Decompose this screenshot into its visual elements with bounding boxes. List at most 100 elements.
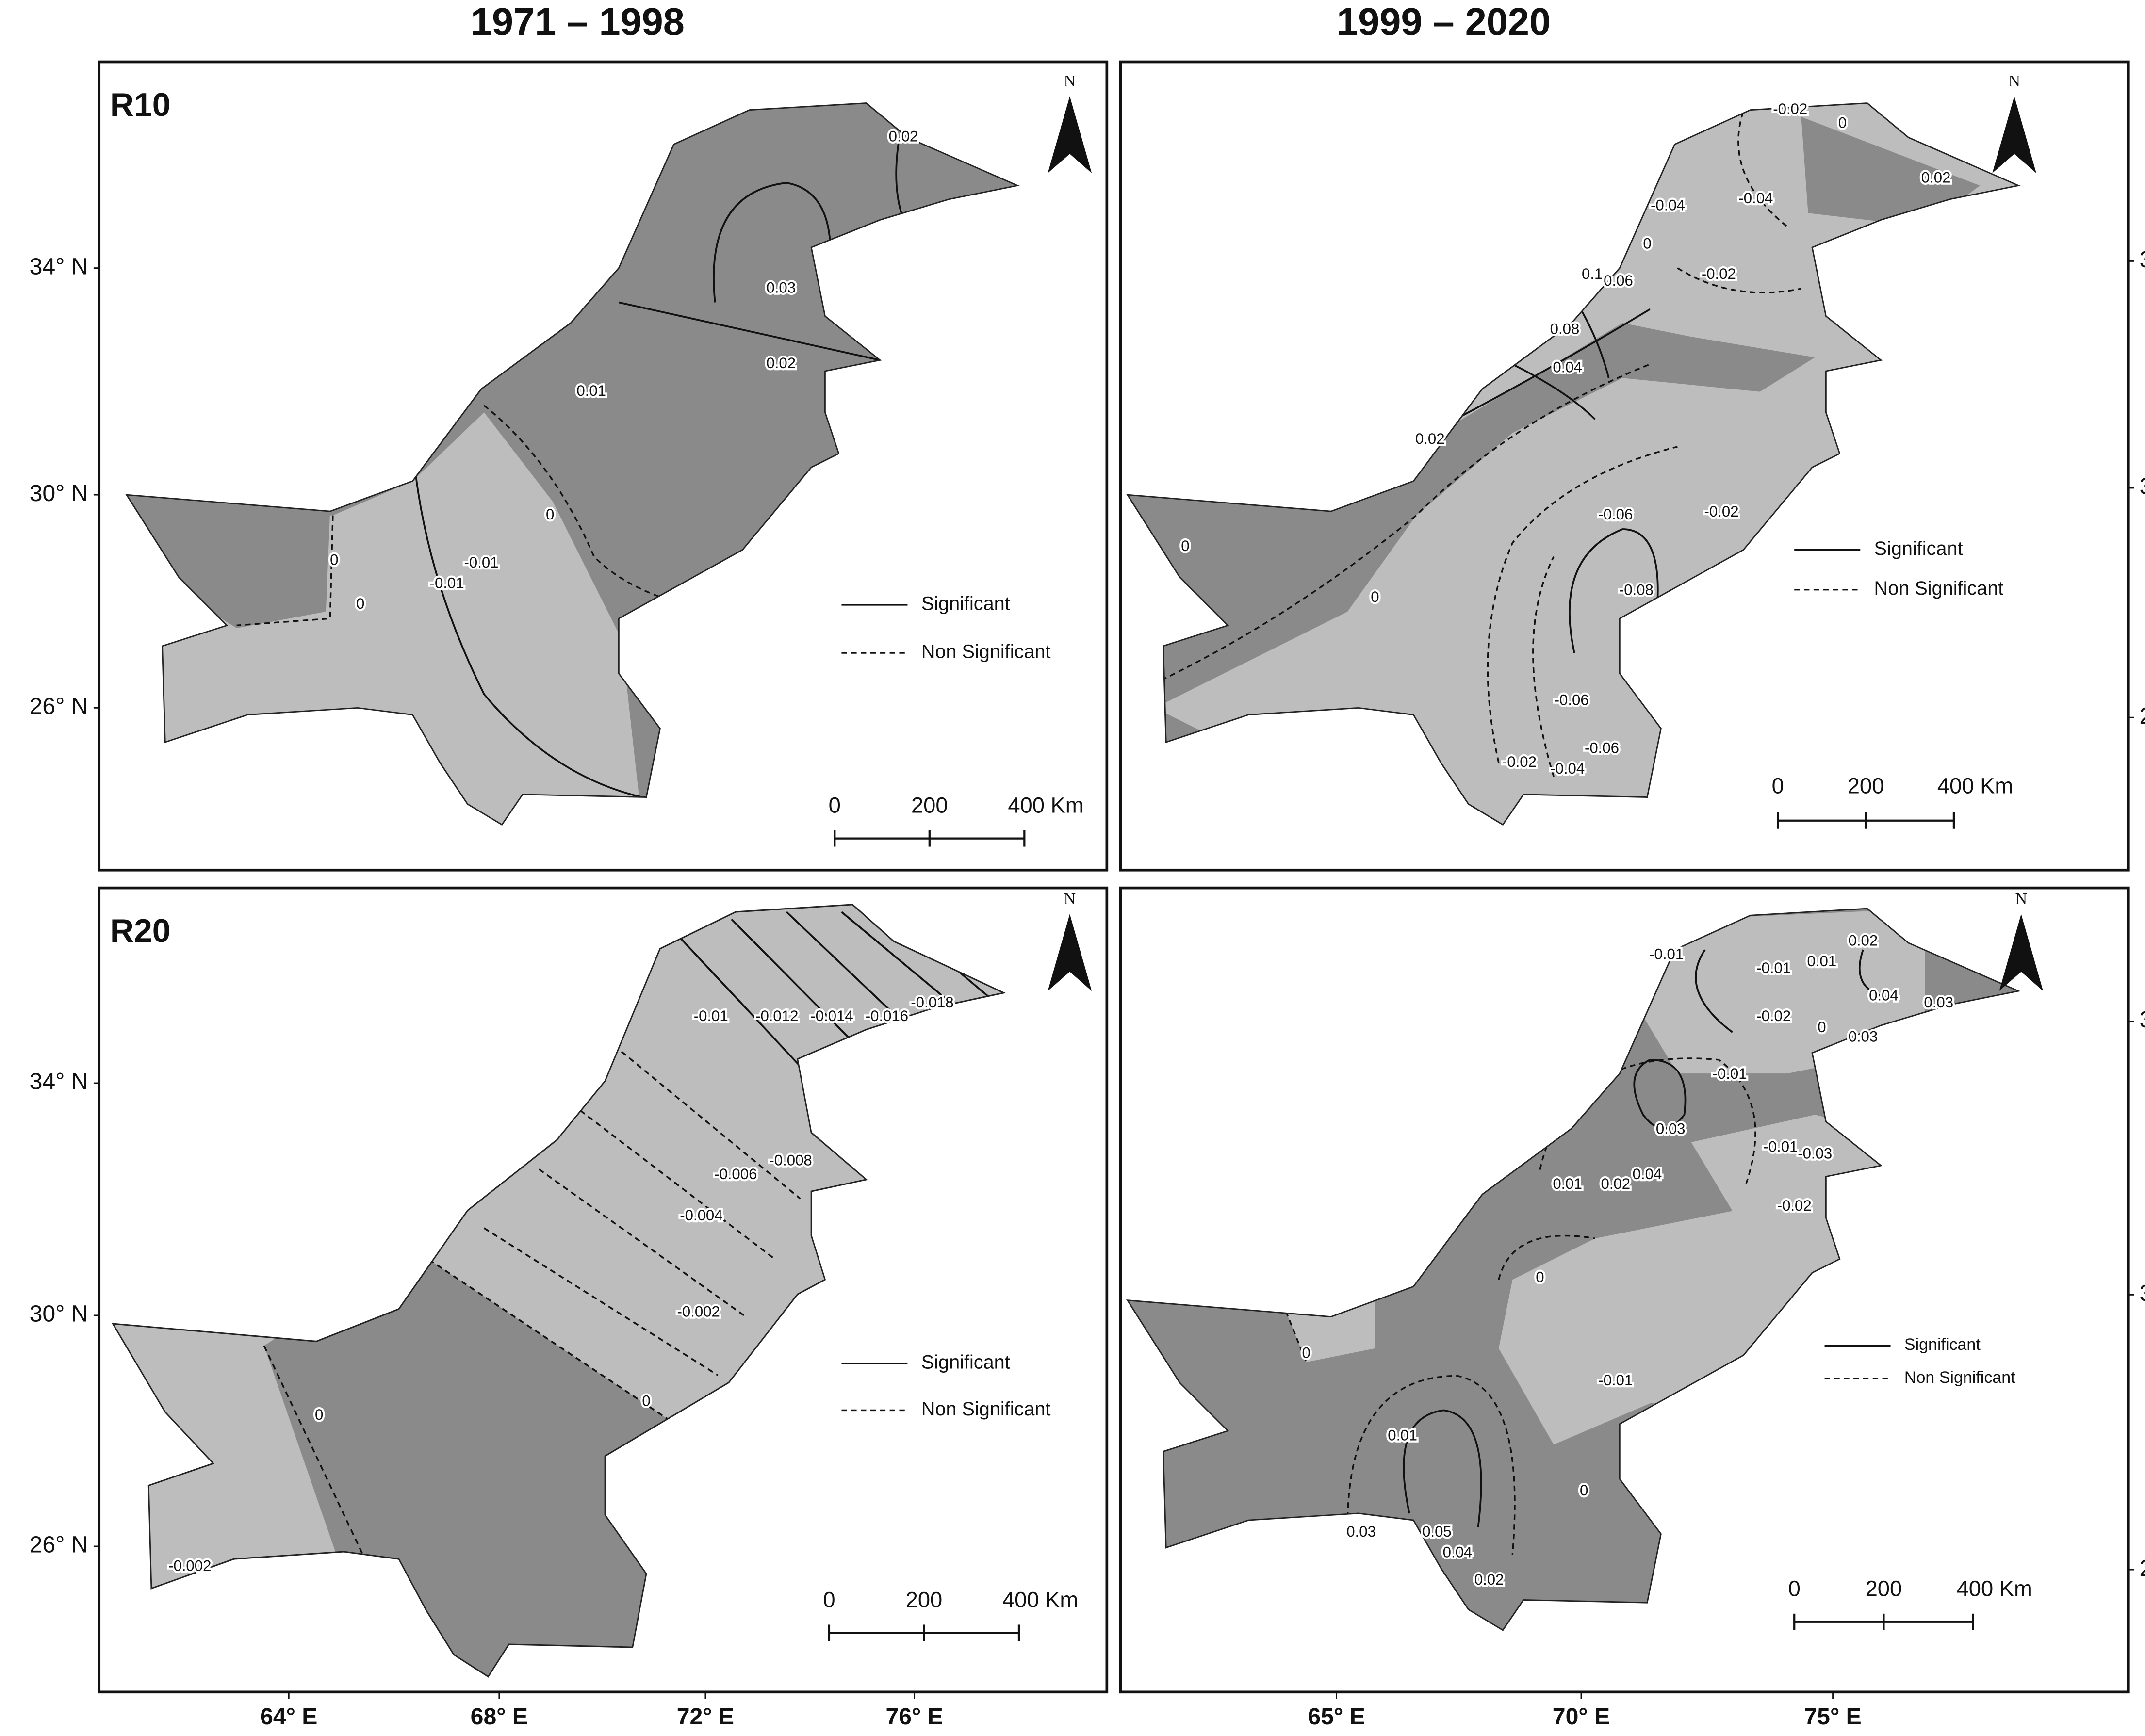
contour-label: 0.02	[1849, 932, 1878, 949]
contour-label: -0.02	[1704, 503, 1739, 520]
significant-contour	[713, 182, 832, 303]
lat-label: 30° N	[30, 480, 88, 506]
lat-label: 30° N	[30, 1301, 88, 1327]
contour-label: -0.01	[1598, 1372, 1633, 1389]
contour-label: -0.008	[769, 1152, 812, 1169]
scale-label: 200	[1848, 774, 1884, 798]
scale-label: 400 Km	[1008, 793, 1083, 817]
contour-label: 0.02	[1474, 1571, 1504, 1588]
contour-label: -0.06	[1585, 740, 1619, 757]
contour-label: 0.03	[766, 279, 796, 296]
contour-label: 0.05	[1422, 1523, 1452, 1540]
lat-label: 26° N	[2139, 703, 2145, 729]
significant-contour	[1403, 1409, 1482, 1527]
contour-label: -0.04	[1738, 190, 1773, 207]
contour-label: -0.02	[1773, 100, 1807, 117]
lat-label: 26° N	[30, 693, 88, 719]
contour-label: -0.016	[866, 1007, 908, 1024]
legend-label: Non Significant	[921, 641, 1051, 663]
contour-label: -0.08	[1619, 582, 1654, 599]
contour-label: 0.1	[1582, 265, 1603, 282]
contour-label: 0.08	[1550, 320, 1580, 337]
contour-label: -0.018	[911, 994, 953, 1011]
significant-contour	[1569, 528, 1659, 653]
non-significant-contour	[1532, 556, 1555, 777]
contour-label: 0.03	[1924, 994, 1953, 1011]
contour-label: 0.06	[1604, 272, 1633, 289]
contour-label: 0	[1181, 537, 1189, 554]
legend-label: Non Significant	[1874, 578, 2004, 599]
panel-label: R10	[110, 86, 171, 123]
contour-label: -0.06	[1555, 691, 1589, 708]
map-panel: -0.01 -0.01 0.01 0.02 -0.02 0 0.04 0.03 0.03 -0.0…	[1119, 886, 2145, 1694]
contour-label: -0.01	[1649, 946, 1684, 963]
significant-contour	[1633, 1058, 1687, 1130]
contour-label: 0.02	[1601, 1175, 1631, 1192]
shaded-region	[1801, 116, 1980, 227]
non-significant-contour	[1346, 1375, 1516, 1555]
panel-label: R20	[110, 912, 171, 949]
significant-contour	[414, 471, 642, 798]
non-significant-contour	[483, 1227, 719, 1376]
contour-label: 0.04	[1553, 359, 1582, 376]
lat-label: 30° N	[2139, 1280, 2145, 1306]
legend-label: Non Significant	[1904, 1368, 2015, 1387]
contour-label: 0.03	[1346, 1523, 1376, 1540]
legend-label: Non Significant	[921, 1398, 1051, 1420]
contour-label: 0	[356, 595, 364, 612]
contour-label: 0	[1580, 1482, 1588, 1499]
shaded-region	[126, 495, 330, 629]
contour-label: 0.04	[1633, 1166, 1662, 1183]
lon-label: 70° E	[1553, 1704, 1610, 1730]
lat-label: 25° N	[2139, 1555, 2145, 1581]
contour-label: -0.04	[1550, 760, 1585, 777]
non-significant-contour	[1677, 267, 1801, 293]
non-significant-contour	[1737, 103, 1788, 227]
panel-frame	[98, 60, 1109, 872]
contour-label: -0.01	[430, 575, 464, 592]
north-label: N	[2008, 72, 2020, 90]
contour-label: 0	[546, 506, 554, 523]
contour-label: -0.01	[1756, 959, 1791, 976]
non-significant-contour	[1127, 363, 1651, 709]
north-arrow	[1048, 914, 1092, 991]
contour-label: 0.01	[1553, 1175, 1582, 1192]
legend-label: Significant	[921, 1352, 1010, 1373]
significant-contour	[1859, 949, 1891, 999]
scale-label: 0	[1772, 774, 1784, 798]
contour-label: -0.06	[1598, 506, 1633, 523]
scale-label: 400 Km	[1937, 774, 2013, 798]
scale-label: 200	[1866, 1576, 1902, 1601]
scale-label: 0	[1788, 1576, 1801, 1601]
north-arrow	[1999, 914, 2044, 991]
lat-label: 30° N	[2139, 473, 2145, 500]
lon-label: 75° E	[1804, 1704, 1861, 1730]
contour-label: 0.02	[766, 355, 796, 372]
panel-frame	[1119, 60, 2130, 872]
significant-contour	[786, 911, 911, 1031]
lon-label: 65° E	[1308, 1704, 1365, 1730]
north-label: N	[1064, 72, 1076, 90]
contour-label: -0.01	[1763, 1138, 1798, 1155]
non-significant-contour	[236, 515, 334, 627]
contour-label: 0.02	[889, 128, 918, 145]
non-significant-contour	[621, 1051, 801, 1200]
contour-label: 0	[1302, 1344, 1310, 1361]
contour-label: -0.01	[1713, 1065, 1747, 1082]
shaded-region	[1622, 909, 1925, 1074]
contour-label: 0.04	[1869, 987, 1899, 1004]
contour-label: 0.02	[1415, 430, 1445, 447]
legend-label: Significant	[1874, 538, 1963, 559]
contour-label: 0.01	[1388, 1427, 1417, 1444]
significant-contour	[676, 933, 801, 1067]
contour-label: -0.002	[677, 1303, 720, 1320]
contour-label: 0.01	[576, 382, 606, 399]
lon-label: 76° E	[885, 1704, 943, 1730]
column-title: 1999 – 2020	[1337, 0, 1551, 43]
contour-label: 0	[642, 1393, 650, 1410]
scale-label: 0	[823, 1587, 835, 1612]
scale-label: 400 Km	[1957, 1576, 2032, 1601]
significant-contour	[841, 911, 966, 1016]
contour-label: 0.04	[1443, 1543, 1473, 1560]
contour-label: -0.01	[464, 554, 498, 571]
